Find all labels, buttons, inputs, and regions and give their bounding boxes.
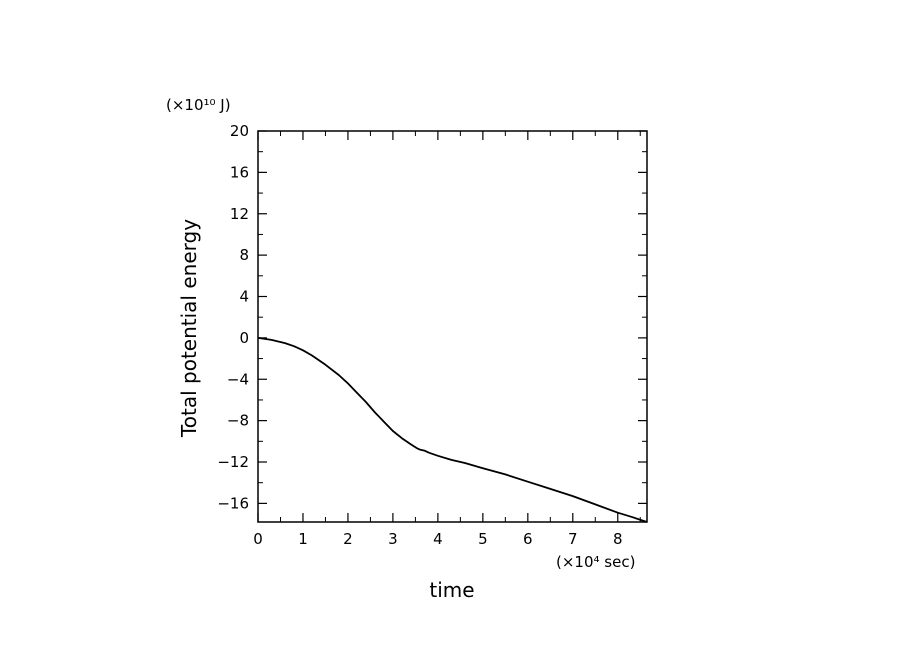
plot-frame xyxy=(257,130,648,523)
y-tick-label: 20 xyxy=(230,122,249,140)
y-tick-label: 4 xyxy=(239,288,249,306)
y-tick-label: −4 xyxy=(227,370,249,388)
series-line xyxy=(257,337,648,523)
ticks xyxy=(257,130,647,522)
x-tick-label: 3 xyxy=(388,530,398,548)
x-tick-label: 1 xyxy=(298,530,308,548)
y-tick-label: 8 xyxy=(239,246,249,264)
y-tick-label: 12 xyxy=(230,205,249,223)
y-tick-label: −12 xyxy=(217,453,249,471)
x-tick-label: 7 xyxy=(568,530,578,548)
x-tick-label: 4 xyxy=(433,530,443,548)
y-tick-label: 0 xyxy=(239,329,249,347)
x-tick-label: 6 xyxy=(523,530,533,548)
series-group xyxy=(257,337,648,523)
y-tick-label: −16 xyxy=(217,494,249,512)
x-tick-label: 8 xyxy=(613,530,623,548)
y-axis-title: Total potential energy xyxy=(177,219,201,438)
y-tick-label: −8 xyxy=(227,412,249,430)
x-tick-label: 0 xyxy=(253,530,263,548)
y-tick-label: 16 xyxy=(230,163,249,181)
x-tick-label: 5 xyxy=(478,530,488,548)
x-axis-unit: (×10⁴ sec) xyxy=(556,553,635,571)
x-tick-label: 2 xyxy=(343,530,353,548)
x-axis-title: time xyxy=(429,578,474,602)
y-axis-unit: (×10¹⁰ J) xyxy=(166,96,231,114)
